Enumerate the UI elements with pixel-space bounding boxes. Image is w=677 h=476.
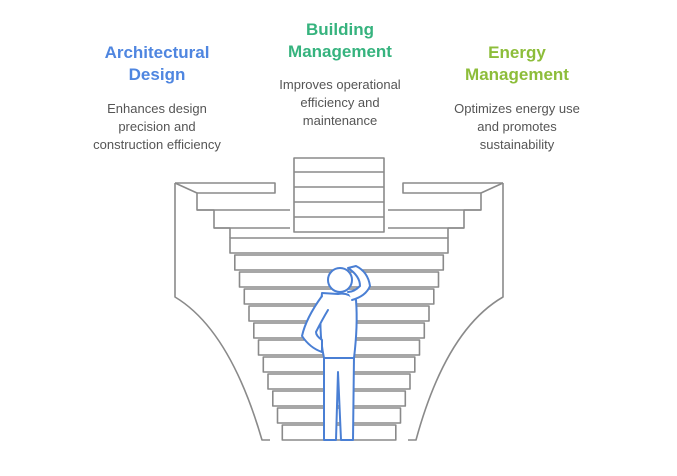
stair-step bbox=[229, 237, 449, 254]
left-wall bbox=[174, 183, 270, 441]
architectural-design-block: Architectural Design Enhances design pre… bbox=[72, 42, 242, 154]
building-management-description: Improves operational efficiency and main… bbox=[279, 77, 401, 128]
building-management-title: Building Management bbox=[288, 20, 392, 61]
central-tower bbox=[293, 157, 385, 233]
left-upper-treads bbox=[175, 182, 290, 229]
energy-management-description: Optimizes energy use and promotes sustai… bbox=[454, 101, 580, 152]
person-left-arm bbox=[301, 295, 329, 353]
person-legs bbox=[323, 355, 355, 441]
person-figure bbox=[301, 265, 371, 441]
person-torso bbox=[319, 292, 358, 359]
central-tower-lines bbox=[294, 171, 384, 218]
right-upper-treads bbox=[388, 182, 503, 229]
person-right-arm bbox=[347, 265, 371, 301]
architectural-design-title: Architectural Design bbox=[104, 43, 210, 84]
person-head bbox=[327, 267, 353, 293]
stair-step bbox=[281, 424, 397, 441]
architectural-design-description: Enhances design precision and constructi… bbox=[93, 101, 221, 152]
energy-management-block: Energy Management Optimizes energy use a… bbox=[432, 42, 602, 154]
building-management-block: Building Management Improves operational… bbox=[255, 19, 425, 130]
energy-management-title: Energy Management bbox=[465, 43, 569, 84]
right-wall bbox=[408, 183, 504, 441]
